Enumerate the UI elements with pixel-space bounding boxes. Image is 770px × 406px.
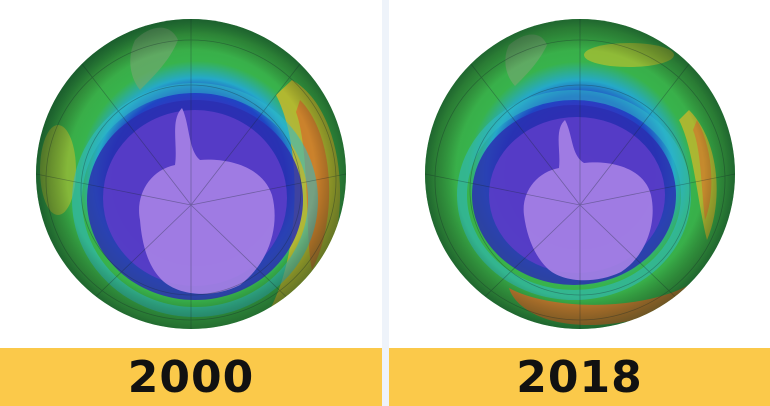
- panel-2000: 2000: [0, 0, 382, 406]
- year-text-2018: 2018: [516, 351, 643, 403]
- ozone-globe-2018: [425, 19, 735, 329]
- year-label-2000: 2000: [0, 348, 382, 406]
- year-text-2000: 2000: [127, 351, 255, 403]
- panel-2018: 2018: [389, 0, 770, 406]
- ozone-globe-2000: [36, 19, 346, 329]
- panel-divider: [382, 0, 389, 406]
- year-label-2018: 2018: [389, 348, 770, 406]
